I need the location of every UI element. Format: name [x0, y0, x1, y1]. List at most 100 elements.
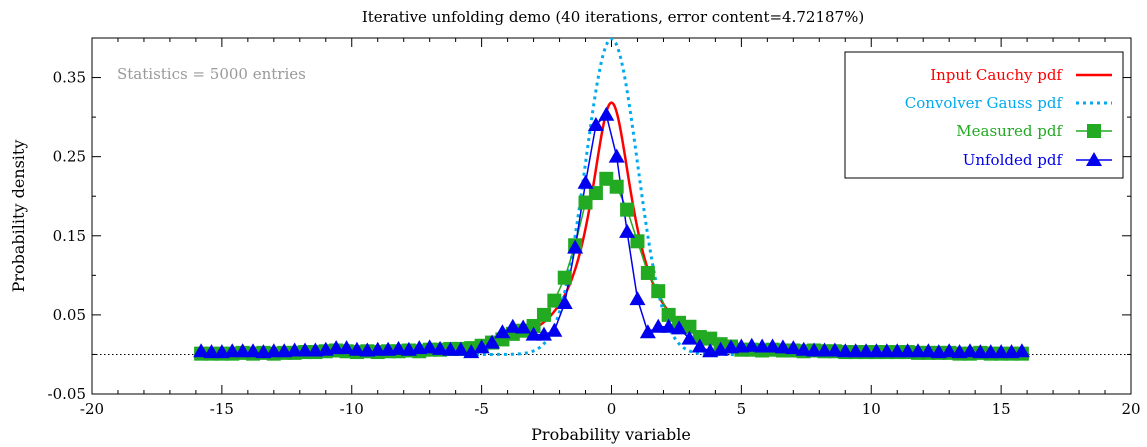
y-axis-title: Probability density	[9, 140, 28, 293]
unfolded-point	[847, 343, 864, 358]
legend-label-convolver-gauss-pdf: Convolver Gauss pdf	[905, 94, 1064, 112]
unfolded-point	[224, 343, 241, 358]
unfolded-point	[941, 343, 958, 358]
unfolded-point	[484, 334, 501, 349]
unfolded-point	[743, 337, 760, 352]
unfolded-point	[390, 340, 407, 355]
statistics-annotation: Statistics = 5000 entries	[117, 65, 306, 83]
unfolded-point	[265, 343, 282, 358]
measured-point	[557, 270, 572, 285]
unfolded-point	[639, 324, 656, 339]
legend-box	[844, 51, 1124, 179]
unfolded-point	[348, 341, 365, 356]
unfolded-point	[920, 343, 937, 358]
unfolded-point	[650, 318, 667, 333]
unfolded-point	[691, 338, 708, 353]
unfolded-point	[961, 343, 978, 358]
unfolded-point	[795, 341, 812, 356]
unfolded-point	[193, 343, 210, 358]
convolver-gauss-pdf-line	[195, 38, 1028, 356]
unfolded-point	[806, 342, 823, 357]
x-tick-label: 20	[1121, 400, 1140, 418]
unfolded-point	[619, 223, 636, 238]
y-tick-label: 0.15	[53, 227, 86, 245]
unfolded-point	[587, 117, 604, 132]
unfolded-point	[442, 341, 459, 356]
unfolded-point	[598, 106, 615, 121]
measured-point	[620, 202, 635, 217]
unfolded-point	[504, 318, 521, 333]
x-tick-label: -10	[340, 400, 364, 418]
unfolded-point	[774, 339, 791, 354]
unfolded-point	[982, 344, 999, 359]
unfolded-point	[785, 340, 802, 355]
unfolded-point	[369, 341, 386, 356]
x-axis: -20 -15 -10 -5 0 5 10 15 20	[80, 38, 1141, 418]
unfolded-point	[286, 342, 303, 357]
unfolded-point	[681, 330, 698, 345]
unfolded-point	[899, 343, 916, 358]
legend: Input Cauchy pdf Convolver Gauss pdf Measu…	[844, 51, 1124, 179]
measured-point	[640, 265, 655, 280]
x-tick-label: 0	[607, 400, 617, 418]
markers-layer	[193, 106, 1030, 361]
unfolded-point	[577, 174, 594, 189]
y-axis: -0.05 0.05 0.15 0.25 0.35	[48, 37, 1131, 403]
unfolded-point	[234, 343, 251, 358]
unfolded-point	[535, 326, 552, 341]
unfolded-point	[660, 318, 677, 333]
x-axis-title: Probability variable	[531, 425, 691, 444]
measured-point	[526, 318, 541, 333]
unfolded-point	[525, 326, 542, 341]
unfolded-point	[203, 344, 220, 359]
unfolded-point	[671, 320, 688, 335]
y-tick-label: 0.35	[53, 69, 86, 87]
unfolded-point	[567, 239, 584, 254]
unfolded-point	[858, 343, 875, 358]
measured-point	[588, 186, 603, 201]
unfolded-point	[421, 339, 438, 354]
legend-label-unfolded-pdf: Unfolded pdf	[963, 151, 1064, 169]
unfolded-point	[826, 342, 843, 357]
unfolded-point	[328, 340, 345, 355]
unfolded-point	[868, 343, 885, 358]
unfolded-point	[1013, 343, 1030, 358]
unfolded-point	[296, 342, 313, 357]
unfolded-point	[556, 295, 573, 310]
y-tick-label: -0.05	[48, 385, 86, 403]
legend-marker-square	[1087, 124, 1101, 138]
unfolded-point	[754, 338, 771, 353]
x-tick-label: -15	[210, 400, 234, 418]
unfolded-point	[629, 291, 646, 306]
chart-title: Iterative unfolding demo (40 iterations,…	[362, 8, 864, 26]
unfolded-point	[608, 148, 625, 163]
unfolded-point	[546, 322, 563, 337]
unfolded-point	[816, 342, 833, 357]
unfolded-point	[993, 344, 1010, 359]
measured-point	[609, 179, 624, 194]
unfolded-point	[338, 340, 355, 355]
unfolded-point	[910, 343, 927, 358]
y-tick-label: 0.25	[53, 148, 86, 166]
x-tick-label: 15	[992, 400, 1011, 418]
x-tick-label: -20	[80, 400, 104, 418]
legend-label-input-cauchy-pdf: Input Cauchy pdf	[930, 66, 1063, 84]
unfolded-point	[837, 343, 854, 358]
x-tick-label: -5	[474, 400, 489, 418]
unfolded-point	[972, 344, 989, 359]
legend-marker-triangle	[1086, 152, 1102, 166]
unfolded-point	[432, 340, 449, 355]
unfolded-point	[889, 343, 906, 358]
legend-label-measured-pdf: Measured pdf	[956, 122, 1063, 140]
unfolded-point	[463, 344, 480, 359]
unfolded-point	[452, 341, 469, 356]
unfolded-point	[515, 319, 532, 334]
x-tick-label: 10	[862, 400, 881, 418]
measured-point	[536, 307, 551, 322]
measured-point	[651, 284, 666, 299]
unfolded-point	[878, 343, 895, 358]
unfolded-point	[473, 339, 490, 354]
x-tick-label: 5	[737, 400, 747, 418]
unfolded-point	[494, 324, 511, 339]
